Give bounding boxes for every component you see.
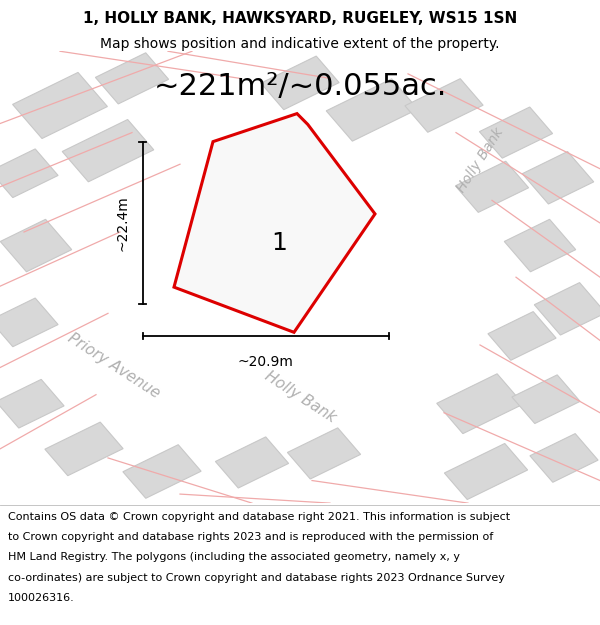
Polygon shape [0, 379, 64, 428]
Polygon shape [437, 374, 523, 434]
Polygon shape [512, 375, 580, 424]
Text: co-ordinates) are subject to Crown copyright and database rights 2023 Ordnance S: co-ordinates) are subject to Crown copyr… [8, 572, 505, 582]
Text: ~221m²/~0.055ac.: ~221m²/~0.055ac. [154, 72, 446, 101]
Polygon shape [488, 312, 556, 360]
Polygon shape [261, 56, 339, 109]
Polygon shape [326, 79, 418, 141]
Polygon shape [405, 79, 483, 132]
Polygon shape [530, 434, 598, 482]
Text: to Crown copyright and database rights 2023 and is reproduced with the permissio: to Crown copyright and database rights 2… [8, 532, 493, 542]
Text: ~20.9m: ~20.9m [238, 355, 294, 369]
Polygon shape [174, 114, 375, 332]
Text: HM Land Registry. The polygons (including the associated geometry, namely x, y: HM Land Registry. The polygons (includin… [8, 552, 460, 562]
Polygon shape [522, 151, 594, 204]
Polygon shape [479, 107, 553, 158]
Text: ~22.4m: ~22.4m [116, 195, 130, 251]
Text: Map shows position and indicative extent of the property.: Map shows position and indicative extent… [100, 37, 500, 51]
Polygon shape [287, 428, 361, 479]
Polygon shape [0, 149, 58, 198]
Text: 1, HOLLY BANK, HAWKSYARD, RUGELEY, WS15 1SN: 1, HOLLY BANK, HAWKSYARD, RUGELEY, WS15 … [83, 11, 517, 26]
Text: Holly Bank: Holly Bank [454, 125, 506, 194]
Text: 100026316.: 100026316. [8, 592, 74, 602]
Polygon shape [123, 445, 201, 498]
Polygon shape [534, 282, 600, 335]
Polygon shape [445, 444, 527, 499]
Text: Priory Avenue: Priory Avenue [65, 330, 163, 401]
Polygon shape [215, 437, 289, 488]
Text: Contains OS data © Crown copyright and database right 2021. This information is : Contains OS data © Crown copyright and d… [8, 512, 510, 522]
Polygon shape [45, 422, 123, 476]
Polygon shape [504, 219, 576, 272]
Polygon shape [95, 52, 169, 104]
Text: 1: 1 [271, 231, 287, 255]
Polygon shape [0, 219, 72, 272]
Polygon shape [62, 119, 154, 182]
Text: Holly Bank: Holly Bank [262, 368, 338, 426]
Polygon shape [13, 72, 107, 139]
Polygon shape [0, 298, 58, 347]
Polygon shape [455, 161, 529, 212]
